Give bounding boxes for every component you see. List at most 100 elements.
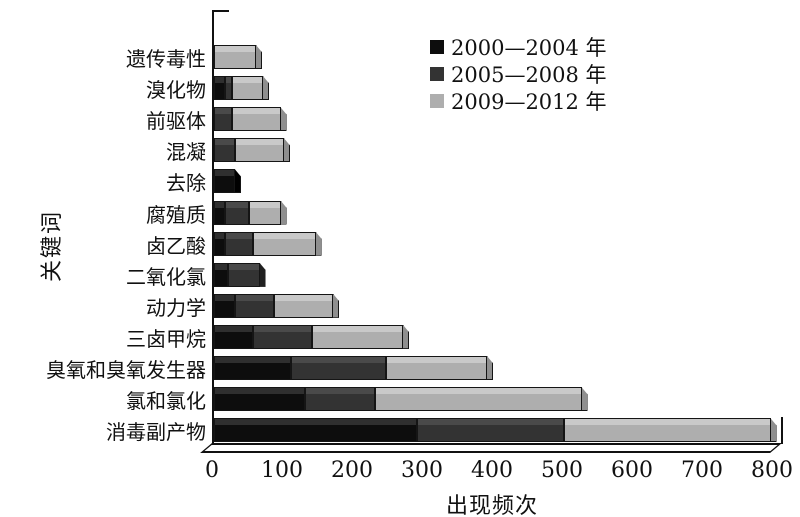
category-label-10: 臭氧和臭氧发生器 xyxy=(46,358,206,382)
segment-混凝-2 xyxy=(235,138,284,163)
legend-item-2000-2004: 2000—2004 年 xyxy=(430,33,607,60)
x-tick-label-700: 700 xyxy=(681,458,723,483)
segment-二氧化氯-0 xyxy=(214,262,228,287)
category-label-4: 去除 xyxy=(166,171,206,196)
segment-臭氧和臭氧发生器-1 xyxy=(291,356,386,380)
bar-去除 xyxy=(214,169,241,194)
segment-top-bevel xyxy=(215,232,224,239)
x-axis-3d-floor xyxy=(200,443,782,453)
segment-top-bevel xyxy=(313,325,402,332)
segment-臭氧和臭氧发生器-2 xyxy=(385,356,487,380)
segment-top-bevel xyxy=(306,388,374,395)
segment-top-bevel xyxy=(215,170,234,177)
bar-end-bevel xyxy=(280,200,287,225)
legend-label: 2005—2008 年 xyxy=(451,62,607,87)
segment-三卤甲烷-2 xyxy=(312,324,403,349)
segment-top-bevel xyxy=(215,46,255,52)
segment-body xyxy=(215,425,416,442)
segment-消毒副产物-1 xyxy=(417,418,564,443)
segment-body xyxy=(215,52,255,68)
category-label-9: 三卤甲烷 xyxy=(126,326,206,351)
segment-卤乙酸-0 xyxy=(214,231,225,256)
segment-top-bevel xyxy=(232,77,262,84)
segment-前驱体-1 xyxy=(214,107,232,132)
segment-body xyxy=(250,207,280,224)
segment-top-bevel xyxy=(215,357,290,363)
category-label-0: 遗传毒性 xyxy=(126,47,206,71)
segment-消毒副产物-2 xyxy=(564,418,771,443)
bar-三卤甲烷 xyxy=(214,324,409,349)
bar-溴化物 xyxy=(214,76,269,101)
segment-动力学-1 xyxy=(235,293,274,318)
segment-动力学-2 xyxy=(273,293,333,318)
legend-label: 2000—2004 年 xyxy=(451,35,607,60)
segment-top-bevel xyxy=(236,294,273,301)
segment-body xyxy=(565,425,770,442)
segment-body xyxy=(232,83,262,100)
segment-top-bevel xyxy=(225,77,231,84)
bar-前驱体 xyxy=(214,107,287,132)
x-tick-label-0: 0 xyxy=(205,458,219,483)
segment-臭氧和臭氧发生器-0 xyxy=(214,356,291,380)
segment-body xyxy=(253,238,315,255)
segment-top-bevel xyxy=(215,77,224,84)
x-tick-label-800: 800 xyxy=(751,458,793,483)
bar-遗传毒性 xyxy=(214,45,262,69)
segment-top-bevel xyxy=(386,357,486,363)
segment-腐殖质-1 xyxy=(224,200,249,225)
segment-body xyxy=(215,145,234,162)
segment-氯和氯化-2 xyxy=(375,387,582,412)
bar-臭氧和臭氧发生器 xyxy=(214,356,493,380)
y-axis-top-cap xyxy=(212,10,229,12)
x-tick-label-400: 400 xyxy=(471,458,513,483)
segment-top-bevel xyxy=(236,139,283,146)
segment-溴化物-1 xyxy=(224,76,232,101)
category-label-6: 卤乙酸 xyxy=(146,233,206,258)
segment-body xyxy=(232,114,280,131)
segment-动力学-0 xyxy=(214,293,235,318)
segment-body xyxy=(215,363,290,379)
segment-body xyxy=(313,331,402,348)
segment-卤乙酸-2 xyxy=(252,231,316,256)
segment-三卤甲烷-0 xyxy=(214,324,253,349)
segment-遗传毒性-2 xyxy=(214,45,256,69)
bar-end-bevel xyxy=(263,76,269,101)
segment-body xyxy=(253,331,311,348)
segment-top-bevel xyxy=(215,139,234,146)
segment-top-bevel xyxy=(215,263,227,270)
segment-前驱体-2 xyxy=(231,107,281,132)
legend-swatch-2005-2008 xyxy=(430,66,444,81)
segment-top-bevel xyxy=(253,325,311,332)
legend-swatch-2000-2004 xyxy=(430,39,444,54)
segment-body xyxy=(292,363,385,379)
bar-end-bevel xyxy=(256,45,262,69)
bar-腐殖质 xyxy=(214,200,287,225)
x-axis-right-cap xyxy=(781,417,783,444)
segment-top-bevel xyxy=(215,325,252,332)
segment-body xyxy=(236,145,283,162)
bar-二氧化氯 xyxy=(214,262,266,287)
segment-溴化物-0 xyxy=(214,76,225,101)
category-label-7: 二氧化氯 xyxy=(126,264,206,289)
segment-body xyxy=(225,238,252,255)
bar-end-bevel xyxy=(333,293,339,318)
segment-去除-0 xyxy=(214,169,235,194)
segment-body xyxy=(229,269,259,286)
segment-top-bevel xyxy=(225,201,248,208)
segment-top-bevel xyxy=(292,357,385,363)
bar-混凝 xyxy=(214,138,290,163)
segment-二氧化氯-1 xyxy=(228,262,260,287)
category-label-8: 动力学 xyxy=(146,295,206,320)
segment-body xyxy=(306,394,374,411)
x-tick-label-300: 300 xyxy=(401,458,443,483)
segment-top-bevel xyxy=(250,201,280,208)
segment-body xyxy=(376,394,581,411)
segment-body xyxy=(236,300,273,317)
segment-腐殖质-0 xyxy=(214,200,225,225)
segment-body xyxy=(418,425,563,442)
segment-卤乙酸-1 xyxy=(224,231,253,256)
segment-三卤甲烷-1 xyxy=(252,324,312,349)
segment-body xyxy=(215,300,234,317)
segment-body xyxy=(215,238,224,255)
category-label-12: 消毒副产物 xyxy=(106,420,206,445)
